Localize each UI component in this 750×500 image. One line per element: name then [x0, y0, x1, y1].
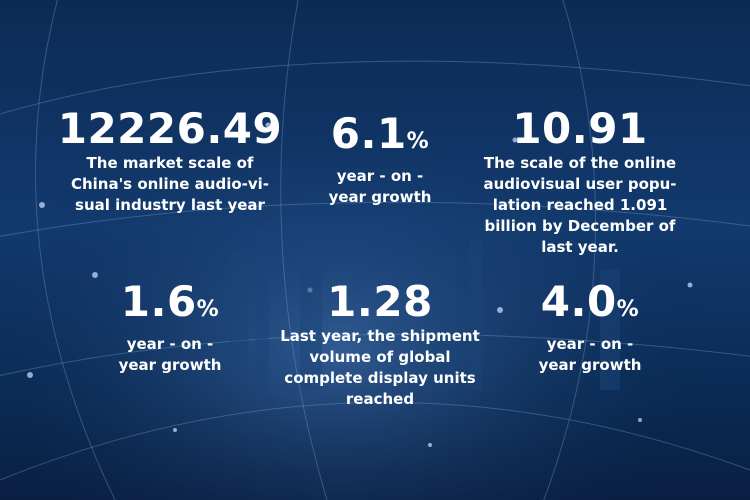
- stat-description: year growth: [538, 356, 642, 374]
- stat-description: complete display units: [284, 369, 476, 387]
- stat-block: 4.0% year - on - year growth: [470, 278, 710, 376]
- stat-unit: %: [616, 297, 640, 322]
- stat-value: 1.28: [327, 277, 433, 326]
- stat-description: year - on -: [336, 167, 424, 185]
- stat-description: lation reached 1.091: [492, 196, 668, 214]
- stat-number: 6.1%: [260, 110, 500, 166]
- stat-description: year - on -: [126, 335, 214, 353]
- stat-number: 4.0%: [470, 278, 710, 334]
- stat-description: sual industry last year: [75, 196, 265, 214]
- stat-unit: %: [196, 297, 220, 322]
- stat-description: audiovisual user popu-: [483, 175, 677, 193]
- stat-number: 10.91: [460, 105, 700, 153]
- stat-value: 10.91: [512, 104, 648, 153]
- stat-value: 1.6: [120, 277, 197, 326]
- stat-description: The market scale of: [86, 154, 254, 172]
- stat-description: year growth: [328, 188, 432, 206]
- stat-description: last year.: [541, 238, 619, 256]
- stat-description: reached: [345, 390, 415, 408]
- stat-description: China's online audio-vi-: [70, 175, 270, 193]
- stat-description: year growth: [118, 356, 222, 374]
- stat-block: 1.28 Last year, the shipment volume of glo…: [260, 278, 500, 410]
- stat-number: 1.28: [260, 278, 500, 326]
- stat-number: 12226.49: [50, 105, 290, 153]
- stat-block: 12226.49 The market scale of China's onlin…: [50, 105, 290, 216]
- stat-block: 6.1% year - on - year growth: [260, 110, 500, 208]
- stat-value: 6.1: [330, 109, 407, 158]
- stat-unit: %: [406, 129, 430, 154]
- stat-description: Last year, the shipment: [280, 327, 480, 345]
- stat-block: 10.91 The scale of the online audiovisual …: [460, 105, 700, 258]
- stat-block: 1.6% year - on - year growth: [50, 278, 290, 376]
- stat-description: The scale of the online: [483, 154, 677, 172]
- stat-value: 12226.49: [57, 104, 283, 153]
- stat-value: 4.0: [540, 277, 617, 326]
- stat-number: 1.6%: [50, 278, 290, 334]
- stat-description: year - on -: [546, 335, 634, 353]
- stat-description: billion by December of: [484, 217, 676, 235]
- stat-description: volume of global: [309, 348, 451, 366]
